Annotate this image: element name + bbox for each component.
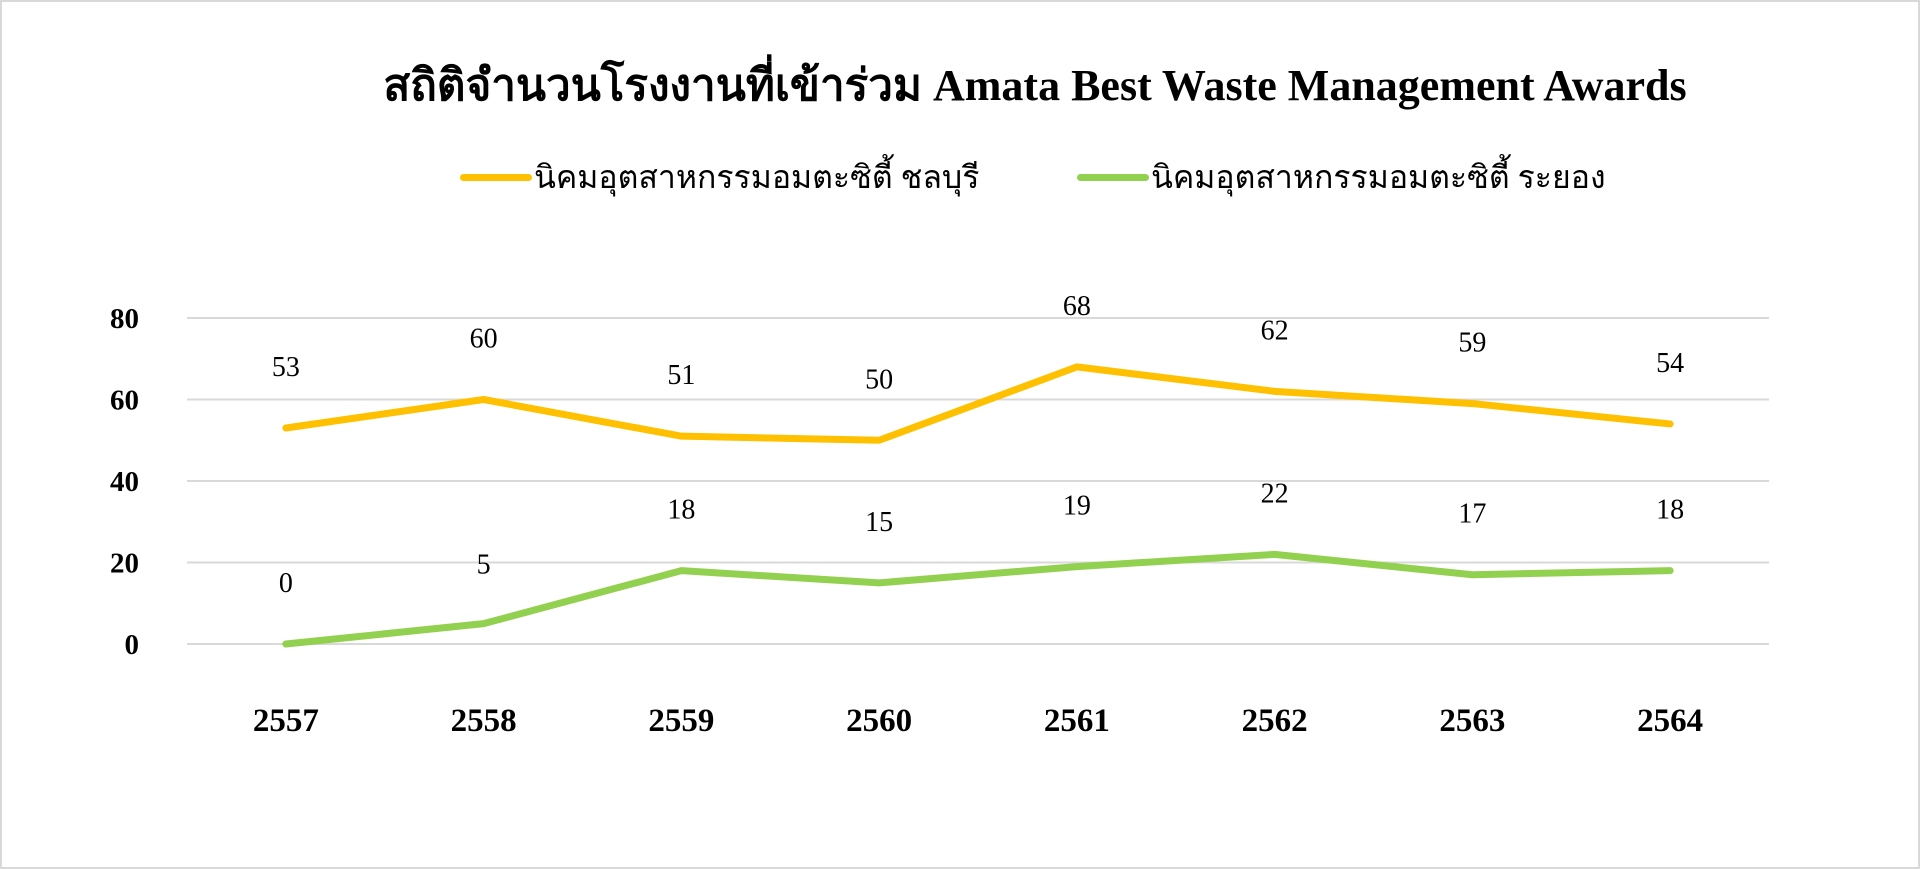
x-tick-label: 2564 — [1637, 703, 1703, 739]
legend-swatch-chonburi — [460, 173, 532, 181]
data-label: 0 — [279, 568, 293, 599]
data-label: 17 — [1458, 499, 1486, 530]
series-line-1 — [282, 550, 1674, 648]
x-tick-label: 2561 — [1044, 703, 1110, 739]
data-label: 51 — [667, 360, 695, 391]
legend-item-rayong: นิคมอุตสาหกรรมอมตะซิตี้ ระยอง — [1077, 157, 1606, 197]
data-label: 59 — [1458, 328, 1486, 359]
data-label: 68 — [1063, 291, 1091, 322]
y-tick-label: 60 — [110, 385, 139, 417]
data-label: 54 — [1656, 348, 1684, 379]
data-label: 18 — [667, 495, 695, 526]
legend-label-chonburi: นิคมอุตสาหกรรมอมตะซิตี้ ชลบุรี — [534, 158, 980, 195]
data-label: 5 — [477, 550, 491, 581]
data-label: 53 — [272, 352, 300, 383]
x-tick-label: 2562 — [1242, 703, 1308, 739]
data-label: 60 — [470, 324, 498, 355]
y-tick-label: 80 — [110, 303, 139, 335]
data-label: 62 — [1261, 315, 1289, 346]
x-tick-label: 2559 — [648, 703, 714, 739]
y-tick-label: 40 — [110, 466, 139, 498]
x-tick-label: 2560 — [846, 703, 912, 739]
chart-legend: นิคมอุตสาหกรรมอมตะซิตี้ ชลบุรี นิคมอุตสา… — [2, 157, 1920, 197]
data-label: 22 — [1261, 478, 1289, 509]
y-tick-label: 20 — [110, 548, 139, 580]
chart-title: สถิติจำนวนโรงงานที่เข้าร่วม Amata Best W… — [383, 61, 1687, 110]
data-label: 18 — [1656, 495, 1684, 526]
x-tick-label: 2558 — [451, 703, 517, 739]
y-tick-label: 0 — [125, 629, 140, 661]
x-tick-label: 2557 — [253, 703, 319, 739]
data-label: 19 — [1063, 491, 1091, 522]
data-label: 15 — [865, 507, 893, 538]
legend-item-chonburi: นิคมอุตสาหกรรมอมตะซิตี้ ชลบุรี — [460, 157, 979, 197]
legend-label-rayong: นิคมอุตสาหกรรมอมตะซิตี้ ระยอง — [1151, 158, 1606, 195]
data-label: 50 — [865, 364, 893, 395]
legend-swatch-rayong — [1077, 173, 1149, 181]
x-tick-label: 2563 — [1439, 703, 1505, 739]
series-line-0 — [282, 363, 1674, 444]
